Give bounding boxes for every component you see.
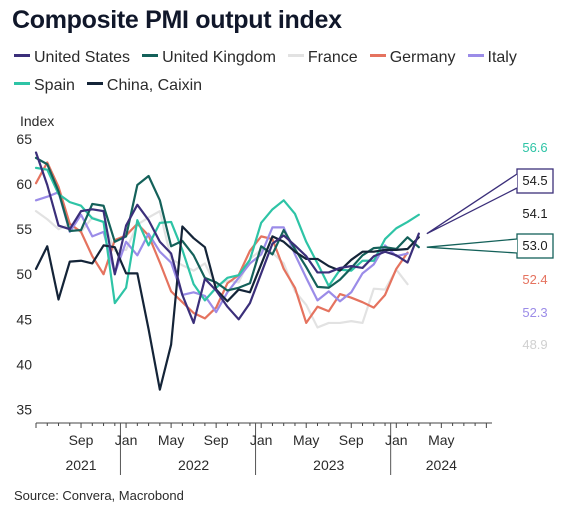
end-label-value: 56.6 <box>522 140 547 155</box>
legend-item: United States <box>14 44 130 72</box>
end-label-value: 54.1 <box>522 206 547 221</box>
y-tick-label: 60 <box>16 176 32 192</box>
x-tick-label: Jan <box>115 432 138 448</box>
legend-swatch <box>287 54 304 58</box>
legend-swatch <box>467 54 484 58</box>
end-label-pointer <box>426 238 518 254</box>
legend-item: United Kingdom <box>142 44 276 72</box>
y-tick-label: 65 <box>16 131 32 147</box>
legend-swatch <box>14 54 30 58</box>
end-label-pointer <box>426 173 518 235</box>
chart-title: Composite PMI output index <box>12 6 342 34</box>
y-tick-label: 50 <box>16 266 32 282</box>
legend-item: Spain <box>14 72 75 100</box>
chart-legend: United States United Kingdom France Germany… <box>14 44 554 100</box>
legend-label: France <box>307 49 358 66</box>
x-tick-label: Sep <box>69 432 94 448</box>
x-tick-label: May <box>293 432 319 448</box>
chart-end-labels: 56.6 54.5 54.1 53.0 52.4 52.3 48.9 <box>426 140 554 352</box>
legend-swatch <box>142 54 159 58</box>
y-tick-label: 40 <box>16 356 32 372</box>
series-line <box>34 156 420 292</box>
x-tick-label: Sep <box>204 432 229 448</box>
y-tick-label: 45 <box>16 311 32 327</box>
legend-item: China, Caixin <box>86 72 203 100</box>
end-label-value: 52.4 <box>522 272 547 287</box>
legend-swatch <box>369 54 386 58</box>
legend-label: United Kingdom <box>162 49 276 66</box>
x-tick-label: May <box>428 432 454 448</box>
end-label-value: 53.0 <box>522 238 547 253</box>
x-tick-label: Jan <box>250 432 273 448</box>
series-line <box>34 191 409 314</box>
y-axis-label: Index <box>20 113 54 129</box>
legend-label: Spain <box>34 77 75 94</box>
chart-axes: Index 35 40 45 50 55 60 65 Sep Jan May Sep Jan May Sep… <box>16 113 492 475</box>
chart-series-lines <box>34 151 420 391</box>
legend-label: United States <box>34 49 131 66</box>
x-year-label: 2023 <box>313 457 344 473</box>
legend-label: China, Caixin <box>106 77 203 94</box>
legend-item: France <box>287 44 358 72</box>
series-line <box>34 225 420 391</box>
legend-label: Germany <box>389 49 456 66</box>
legend-label: Italy <box>487 49 517 66</box>
y-tick-label: 55 <box>16 221 32 237</box>
legend-item: Italy <box>467 44 517 72</box>
chart-source: Source: Convera, Macrobond <box>14 488 184 503</box>
x-tick-label: May <box>158 432 184 448</box>
legend-swatch <box>86 82 103 86</box>
y-tick-label: 35 <box>16 401 32 417</box>
end-label-value: 54.5 <box>522 173 547 188</box>
series-line <box>34 151 420 325</box>
legend-swatch <box>14 82 30 86</box>
x-tick-label: Sep <box>339 432 364 448</box>
x-year-label: 2024 <box>426 457 457 473</box>
end-label-value: 48.9 <box>522 337 547 352</box>
legend-item: Germany <box>369 44 456 72</box>
x-year-label: 2022 <box>178 457 209 473</box>
x-year-label: 2021 <box>65 457 96 473</box>
end-label-box <box>516 233 554 259</box>
x-tick-label: Jan <box>385 432 408 448</box>
end-label-value: 52.3 <box>522 305 547 320</box>
